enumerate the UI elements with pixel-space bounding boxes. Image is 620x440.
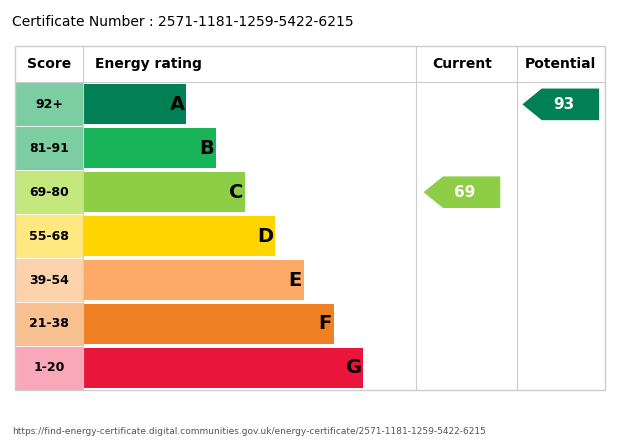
Text: F: F [318,315,331,334]
Text: https://find-energy-certificate.digital.communities.gov.uk/energy-certificate/25: https://find-energy-certificate.digital.… [12,428,486,436]
Text: 69-80: 69-80 [29,186,69,199]
Text: 1-20: 1-20 [33,361,64,374]
FancyBboxPatch shape [83,260,304,300]
Text: 81-91: 81-91 [29,142,69,155]
Text: Current: Current [432,57,492,71]
FancyBboxPatch shape [83,304,334,344]
Text: Certificate Number : 2571-1181-1259-5422-6215: Certificate Number : 2571-1181-1259-5422… [12,15,354,29]
FancyBboxPatch shape [83,216,275,256]
Text: 55-68: 55-68 [29,230,69,242]
FancyBboxPatch shape [83,172,245,213]
Text: 92+: 92+ [35,98,63,111]
FancyBboxPatch shape [15,346,83,390]
Text: 69: 69 [454,185,476,200]
FancyBboxPatch shape [83,348,363,388]
FancyBboxPatch shape [15,258,83,302]
FancyBboxPatch shape [15,126,83,170]
Text: D: D [258,227,274,246]
FancyBboxPatch shape [15,82,83,126]
Text: Energy rating: Energy rating [95,57,202,71]
Text: 39-54: 39-54 [29,274,69,286]
Text: 93: 93 [554,97,575,112]
FancyBboxPatch shape [83,84,186,125]
FancyBboxPatch shape [15,302,83,346]
FancyBboxPatch shape [83,128,216,169]
FancyBboxPatch shape [15,214,83,258]
Text: Score: Score [27,57,71,71]
Text: Potential: Potential [525,57,596,71]
Polygon shape [423,176,500,208]
Text: B: B [200,139,214,158]
Text: E: E [289,271,302,290]
FancyBboxPatch shape [15,170,83,214]
Text: G: G [346,358,362,378]
Polygon shape [523,88,599,120]
Text: A: A [170,95,185,114]
Text: C: C [229,183,244,202]
Text: 21-38: 21-38 [29,318,69,330]
